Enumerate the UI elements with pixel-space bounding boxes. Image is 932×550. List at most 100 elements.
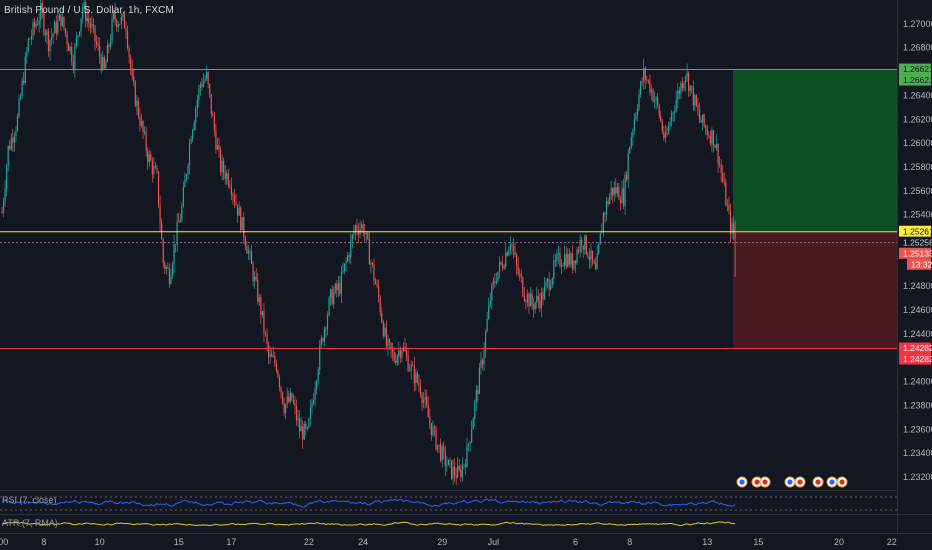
candle-body: [382, 321, 384, 336]
time-tick-label: :00: [0, 537, 8, 547]
candle-body: [483, 350, 485, 365]
candle-body: [147, 151, 149, 163]
candle-body: [384, 327, 386, 336]
candle-body: [221, 161, 223, 173]
candle-body: [595, 263, 597, 270]
candle-body: [190, 139, 192, 144]
candle-body: [554, 260, 556, 262]
candle-body: [78, 31, 81, 36]
candle-body: [331, 289, 333, 305]
candle-body: [508, 249, 510, 256]
stop-loss-price-label: 1.24282: [903, 343, 932, 353]
entry-tag: 1.25261: [899, 225, 932, 237]
candle-body: [472, 418, 474, 430]
candle-body: [142, 120, 144, 132]
candle-body: [4, 188, 6, 202]
candle-body: [224, 172, 226, 180]
candle-body: [367, 232, 369, 240]
candle-body: [619, 199, 622, 203]
candle-body: [212, 113, 214, 117]
atr-line[interactable]: [1, 521, 736, 527]
take-profit-tag: 1.26621 1.26621: [899, 63, 932, 86]
candle-body: [254, 276, 256, 282]
candle-body: [134, 82, 136, 106]
candle-body: [443, 446, 445, 452]
price-tick-label: 1.23800: [903, 401, 932, 411]
candle-body: [491, 284, 493, 301]
symbol-title[interactable]: British Pound / U.S. Dollar, 1h, FXCM: [4, 5, 174, 16]
time-axis[interactable]: :00 8 10 15 17 22 24 29 Jul 6 8 13 15 20 22: [0, 537, 897, 547]
rsi-line[interactable]: [1, 498, 736, 508]
candle-body: [181, 206, 183, 220]
candle-body: [591, 250, 594, 262]
candle-body: [547, 279, 549, 282]
candle-body: [720, 164, 722, 174]
candle-body: [616, 187, 618, 194]
candle-body: [457, 465, 459, 478]
candle-body: [117, 24, 119, 28]
candle-body: [495, 281, 498, 283]
candle-body: [613, 187, 615, 196]
rsi-indicator-label[interactable]: RSI (7, close): [2, 495, 57, 505]
candle-body: [599, 233, 601, 245]
candle-body: [601, 231, 603, 234]
candle-body: [573, 260, 575, 270]
candle-body: [140, 120, 143, 126]
candle-body: [94, 25, 96, 42]
candle-body: [356, 225, 358, 231]
candle-body: [164, 263, 166, 270]
candle-body: [187, 165, 189, 175]
time-tick-label: 6: [573, 537, 578, 547]
candle-body: [370, 262, 372, 265]
time-tick-label: 24: [358, 537, 368, 547]
candle-body: [125, 28, 127, 31]
economic-events[interactable]: [736, 476, 848, 488]
candle-body: [509, 244, 511, 250]
event-flag-dot-icon: [754, 479, 760, 485]
candle-body: [440, 444, 442, 461]
candle-body: [393, 351, 395, 361]
candle-body: [376, 284, 378, 286]
candle-body: [474, 402, 476, 419]
candle-body: [419, 386, 422, 395]
candle-body: [233, 195, 236, 202]
candle-body: [243, 217, 245, 238]
stop-loss-price-label-2: 1.24282: [903, 354, 932, 364]
candle-body: [336, 284, 338, 291]
candle-body: [475, 390, 477, 403]
candle-body: [277, 370, 279, 378]
candle-body: [167, 267, 169, 269]
candle-body: [663, 131, 665, 138]
candle-body: [261, 311, 263, 315]
time-tick-label: 15: [753, 537, 763, 547]
candle-body: [235, 201, 237, 205]
profit-zone[interactable]: [733, 69, 897, 232]
candle-body: [582, 245, 584, 250]
candle-body: [264, 332, 267, 334]
candle-body: [295, 405, 298, 421]
candle-body: [398, 350, 400, 356]
candle-body: [77, 35, 79, 38]
price-axis[interactable]: 1.27000 1.26800 1.26400 1.26200 1.26000 1.258…: [903, 19, 932, 482]
candle-body: [204, 79, 206, 82]
time-tick-label: 17: [226, 537, 236, 547]
candle-body: [692, 86, 694, 106]
candle-body: [514, 251, 516, 255]
atr-indicator-label[interactable]: ATR (7, RMA): [2, 518, 58, 528]
candle-body: [68, 43, 70, 51]
candle-body: [66, 33, 68, 44]
loss-zone[interactable]: [733, 231, 897, 349]
candle-body: [390, 342, 392, 350]
candle-body: [232, 194, 234, 196]
candle-body: [492, 281, 494, 285]
candle-body: [722, 173, 724, 182]
candle-body: [116, 20, 118, 28]
time-tick-label: 20: [834, 537, 844, 547]
candle-body: [182, 187, 184, 207]
candle-body: [565, 254, 567, 267]
candle-body: [18, 98, 20, 116]
candle-body: [413, 365, 415, 384]
candle-body: [671, 112, 673, 122]
candle-body: [551, 278, 553, 286]
